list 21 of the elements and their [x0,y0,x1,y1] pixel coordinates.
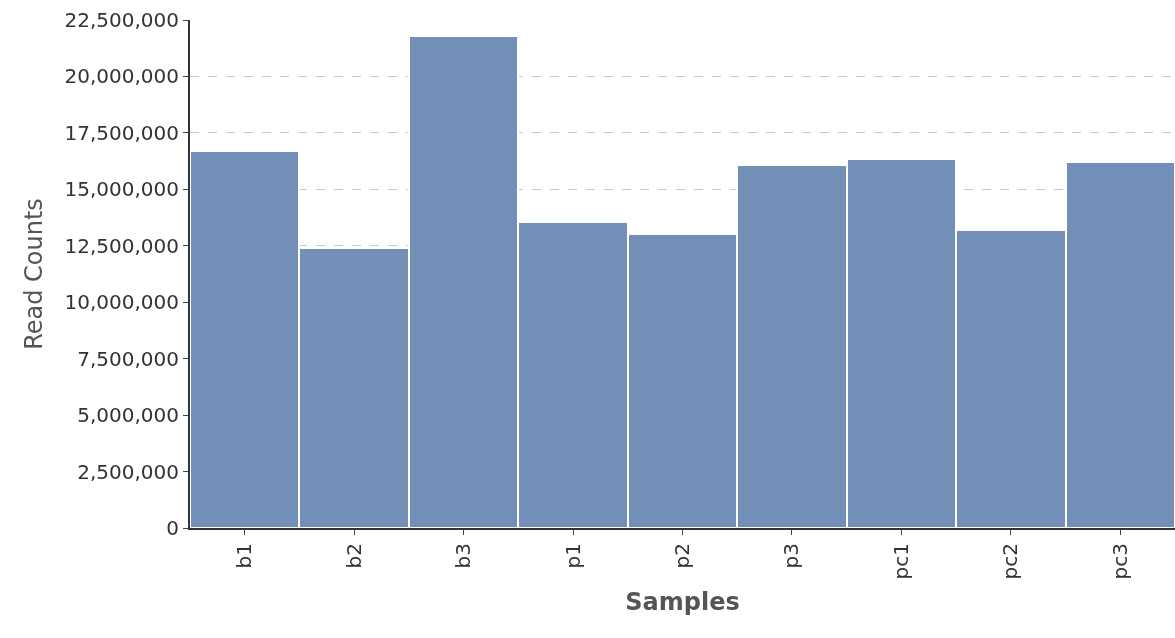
x-tick-label: p1 [560,543,585,569]
y-axis-title: Read Counts [20,198,49,350]
x-tick-label: p2 [670,543,694,569]
y-tick-label: 12,500,000 [64,233,179,258]
x-tick-label: b2 [341,543,366,569]
x-tick-label: pc2 [998,543,1023,580]
y-tick-label: 7,500,000 [77,346,179,371]
x-tick-label: b1 [232,543,257,569]
y-tick-label: 2,500,000 [77,459,179,484]
x-tick-label: b3 [451,543,476,569]
y-tick-label: 17,500,000 [64,120,179,145]
x-tick-label: p3 [779,543,804,569]
x-tick-label: pc1 [888,543,913,580]
y-tick-label: 0 [166,516,179,540]
x-axis-title: Samples [625,588,740,617]
x-tick-label: pc3 [1107,543,1132,580]
y-tick-label: 20,000,000 [64,64,179,89]
y-tick-label: 22,500,000 [64,8,179,32]
y-tick-label: 15,000,000 [64,177,179,202]
y-tick-label: 10,000,000 [64,290,179,315]
y-tick-label: 5,000,000 [77,403,179,428]
